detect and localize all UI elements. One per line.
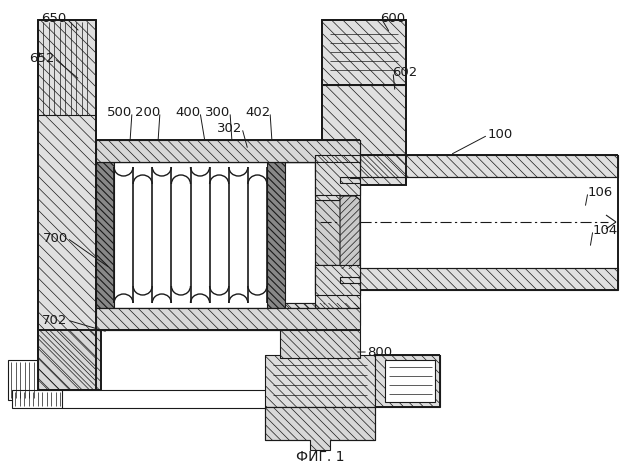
Text: 500: 500: [108, 106, 132, 119]
Polygon shape: [285, 308, 320, 330]
Text: 100: 100: [488, 129, 513, 141]
Polygon shape: [315, 155, 618, 177]
Polygon shape: [315, 155, 360, 195]
Text: 602: 602: [392, 65, 418, 79]
Text: 702: 702: [42, 314, 68, 326]
Polygon shape: [322, 85, 406, 185]
Bar: [385, 360, 435, 402]
Polygon shape: [265, 355, 375, 407]
Polygon shape: [315, 268, 618, 290]
Polygon shape: [96, 140, 321, 162]
Text: 650: 650: [42, 11, 67, 24]
Text: 402: 402: [245, 106, 271, 119]
Text: 200: 200: [136, 106, 161, 119]
Polygon shape: [340, 196, 360, 269]
Polygon shape: [265, 407, 375, 450]
Text: 652: 652: [29, 51, 54, 65]
Polygon shape: [96, 308, 360, 330]
Polygon shape: [38, 330, 101, 390]
Polygon shape: [96, 162, 114, 308]
Polygon shape: [285, 140, 325, 162]
Text: 400: 400: [175, 106, 200, 119]
Polygon shape: [375, 355, 440, 407]
Text: 700: 700: [42, 232, 68, 244]
Polygon shape: [285, 140, 320, 162]
Polygon shape: [285, 140, 360, 162]
Bar: [12, 390, 280, 408]
Text: ФИГ. 1: ФИГ. 1: [296, 450, 344, 464]
Text: 800: 800: [367, 346, 392, 358]
Text: 104: 104: [593, 224, 618, 236]
Polygon shape: [38, 20, 96, 390]
Polygon shape: [96, 308, 321, 330]
Text: 302: 302: [218, 122, 243, 135]
Polygon shape: [315, 265, 360, 295]
Polygon shape: [96, 140, 360, 162]
Text: 300: 300: [205, 106, 230, 119]
Polygon shape: [285, 303, 360, 325]
Polygon shape: [315, 200, 360, 265]
Bar: [114, 165, 267, 305]
Polygon shape: [267, 162, 285, 308]
Bar: [315, 177, 618, 268]
Polygon shape: [285, 303, 325, 325]
Text: 106: 106: [588, 186, 612, 198]
Polygon shape: [315, 155, 360, 200]
Polygon shape: [315, 265, 360, 308]
Polygon shape: [322, 20, 406, 85]
Text: 600: 600: [380, 11, 406, 24]
Bar: [96, 162, 285, 308]
Bar: [8, 360, 38, 400]
Polygon shape: [280, 330, 360, 358]
